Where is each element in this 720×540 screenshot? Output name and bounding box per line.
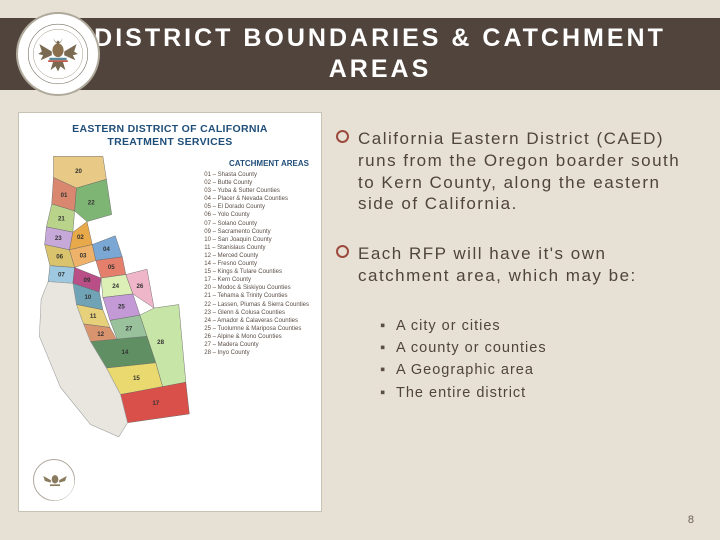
svg-text:02: 02 [77,234,84,241]
circle-bullet-icon [336,243,358,287]
svg-text:04: 04 [103,246,110,253]
legend-item: 15 – Kings & Tulare Counties [204,268,309,276]
legend-item: 04 – Placer & Nevada Counties [204,195,309,203]
legend-item: 07 – Solano County [204,220,309,228]
map-legend: 01 – Shasta County02 – Butte County03 – … [204,171,309,357]
sub-bullet-text: A city or cities [396,315,501,337]
svg-text:22: 22 [88,200,95,207]
catchment-heading: CATCHMENT AREAS [229,159,309,168]
legend-item: 09 – Sacramento County [204,228,309,236]
square-bullet-icon: ▪ [380,337,396,359]
svg-text:01: 01 [61,192,68,199]
california-map-svg: 20 01 21 22 02 23 03 04 05 06 07 09 10 24 11 25 26 12 27 14… [27,151,207,451]
bullet-text: California Eastern District (CAED) runs … [358,128,682,215]
legend-item: 12 – Merced County [204,252,309,260]
svg-text:23: 23 [55,235,62,242]
page-number: 8 [688,514,694,526]
legend-item: 26 – Alpine & Mono Counties [204,333,309,341]
bullet-text: Each RFP will have it's own catchment ar… [358,243,682,287]
sub-bullet-item: ▪The entire district [380,382,682,404]
sub-bullet-item: ▪A Geographic area [380,359,682,381]
square-bullet-icon: ▪ [380,359,396,381]
circle-bullet-icon [336,128,358,215]
svg-text:09: 09 [84,277,91,284]
svg-text:03: 03 [80,252,87,259]
legend-item: 21 – Tehama & Trinity Counties [204,292,309,300]
title-bar: DISTRICT BOUNDARIES & CATCHMENT AREAS [0,18,720,90]
svg-text:25: 25 [118,304,125,311]
bullet-item: California Eastern District (CAED) runs … [336,128,682,215]
slide-title: DISTRICT BOUNDARIES & CATCHMENT AREAS [0,23,720,86]
sub-bullet-text: A county or counties [396,337,547,359]
sub-bullet-item: ▪A city or cities [380,315,682,337]
sub-bullet-list: ▪A city or cities▪A county or counties▪A… [380,315,682,405]
content-area: EASTERN DISTRICT OF CALIFORNIA TREATMENT… [0,104,720,540]
svg-text:28: 28 [157,339,164,346]
legend-item: 06 – Yolo County [204,211,309,219]
legend-item: 03 – Yuba & Sutter Counties [204,187,309,195]
svg-text:27: 27 [125,326,132,333]
svg-text:05: 05 [108,264,115,271]
svg-text:11: 11 [90,313,97,320]
svg-text:07: 07 [58,271,65,278]
sub-bullet-text: The entire district [396,382,526,404]
map-title: EASTERN DISTRICT OF CALIFORNIA TREATMENT… [29,123,311,148]
legend-item: 10 – San Joaquin County [204,236,309,244]
legend-item: 24 – Amador & Calaveras Counties [204,317,309,325]
legend-item: 20 – Modoc & Siskiyou Counties [204,284,309,292]
sub-bullet-text: A Geographic area [396,359,534,381]
legend-item: 22 – Lassen, Plumas & Sierra Counties [204,301,309,309]
svg-text:21: 21 [58,215,65,222]
sub-bullet-item: ▪A county or counties [380,337,682,359]
legend-item: 17 – Kern County [204,276,309,284]
text-panel: California Eastern District (CAED) runs … [330,104,720,540]
svg-text:15: 15 [133,375,140,382]
seal-small-icon [33,459,75,501]
legend-item: 05 – El Dorado County [204,203,309,211]
legend-item: 28 – Inyo County [204,349,309,357]
svg-text:06: 06 [56,254,63,261]
legend-item: 23 – Glenn & Colusa Counties [204,309,309,317]
svg-text:17: 17 [152,400,159,407]
court-seal [16,12,100,96]
legend-item: 11 – Stanislaus County [204,244,309,252]
svg-text:10: 10 [84,294,91,301]
legend-item: 25 – Tuolumne & Mariposa Counties [204,325,309,333]
legend-item: 01 – Shasta County [204,171,309,179]
svg-text:20: 20 [75,168,82,175]
legend-item: 27 – Madera County [204,341,309,349]
bullet-item: Each RFP will have it's own catchment ar… [336,243,682,287]
square-bullet-icon: ▪ [380,315,396,337]
square-bullet-icon: ▪ [380,382,396,404]
svg-text:12: 12 [97,331,104,338]
map-card: EASTERN DISTRICT OF CALIFORNIA TREATMENT… [18,112,322,512]
legend-item: 02 – Butte County [204,179,309,187]
legend-item: 14 – Fresno County [204,260,309,268]
map-panel: EASTERN DISTRICT OF CALIFORNIA TREATMENT… [0,104,330,540]
svg-text:24: 24 [112,283,119,290]
svg-text:14: 14 [122,349,129,356]
svg-text:26: 26 [137,283,144,290]
